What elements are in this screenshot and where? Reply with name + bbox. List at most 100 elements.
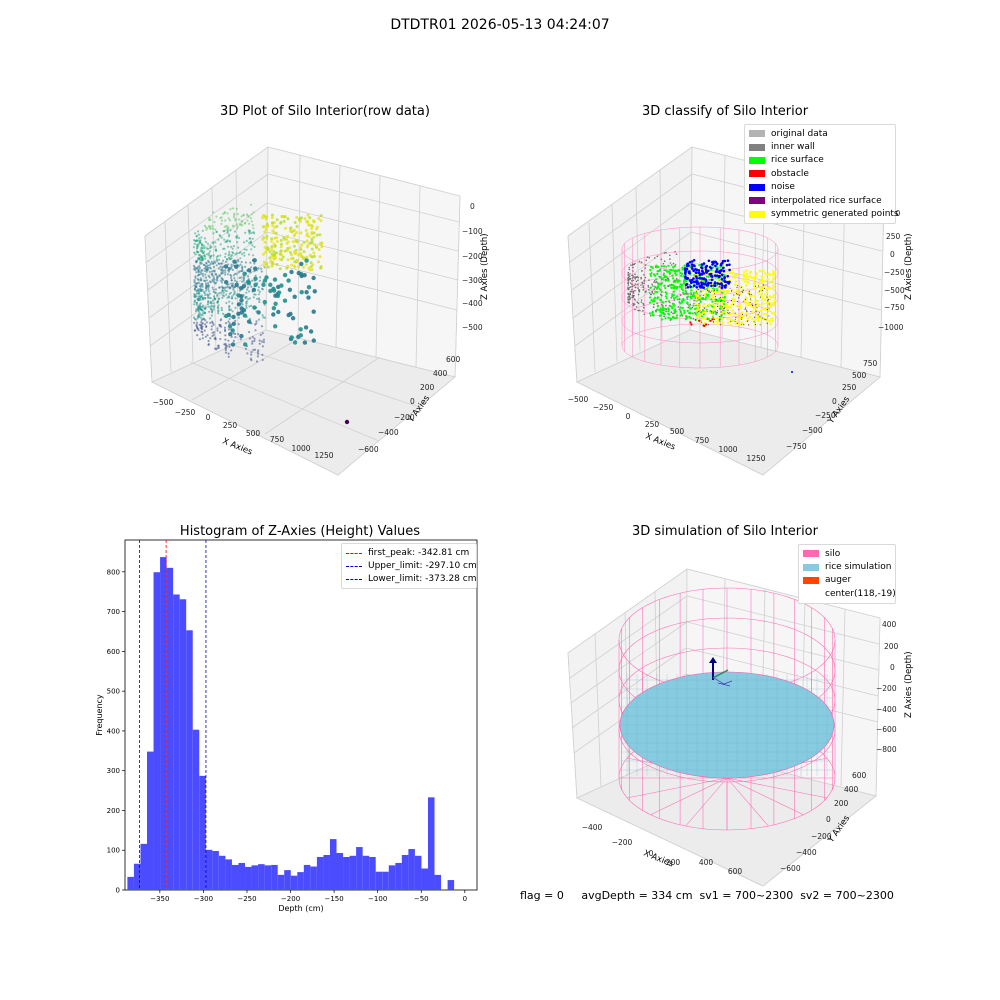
symmetric-point	[695, 309, 698, 313]
scatter-point	[264, 262, 268, 266]
scatter-point	[215, 264, 218, 267]
rice-surface-point	[652, 273, 656, 276]
scatter-point	[231, 284, 234, 287]
inner-wall-point	[633, 284, 635, 287]
interpolated-point	[741, 318, 743, 320]
x-tick: 250	[645, 420, 660, 429]
scatter-point	[208, 292, 211, 295]
scatter-point	[210, 260, 213, 263]
interpolated-point	[698, 305, 700, 307]
scatter-point	[287, 287, 293, 292]
interpolated-point	[743, 324, 745, 326]
panel2-noise-outlier	[791, 371, 793, 373]
z-tick: 0	[890, 250, 895, 259]
scatter-point	[304, 228, 308, 232]
rice-surface-point	[682, 291, 685, 295]
scatter-point	[247, 253, 251, 256]
scatter-point	[226, 285, 229, 288]
inner-wall-point	[640, 261, 643, 264]
scatter-point	[241, 280, 244, 283]
symmetric-point	[728, 271, 732, 275]
scatter-point	[317, 260, 320, 264]
interpolated-point	[717, 305, 719, 307]
scatter-point	[201, 257, 204, 260]
inner-wall-point	[634, 277, 637, 279]
scatter-point	[194, 232, 197, 235]
interpolated-point	[742, 300, 744, 302]
rice-surface-point	[681, 289, 685, 292]
histogram-bar	[434, 874, 442, 890]
inner-wall-point	[641, 281, 643, 284]
scatter-point	[216, 293, 219, 296]
noise-point	[720, 262, 723, 266]
scatter-point	[215, 348, 218, 351]
scatter-point	[293, 233, 297, 236]
scatter-point	[271, 221, 274, 225]
scatter-point	[311, 263, 315, 267]
scatter-point	[241, 303, 244, 306]
z-tick: −100	[462, 227, 483, 236]
noise-point	[698, 284, 701, 288]
scatter-point	[214, 245, 217, 248]
histogram-x-label: Depth (cm)	[278, 904, 323, 913]
noise-point	[726, 281, 730, 285]
scatter-point	[192, 246, 195, 249]
scatter-point	[273, 236, 277, 240]
scatter-point	[284, 226, 287, 230]
rice-surface-point	[709, 309, 712, 313]
noise-point	[709, 281, 713, 285]
scatter-point	[315, 245, 318, 249]
symmetric-point	[722, 298, 726, 301]
scatter-point	[227, 355, 230, 358]
interpolated-point	[768, 315, 770, 317]
scatter-point	[197, 233, 200, 236]
interpolated-point	[746, 311, 748, 312]
interpolated-point	[753, 316, 755, 318]
scatter-point	[270, 247, 274, 251]
inner-wall-point	[665, 304, 667, 307]
noise-point	[700, 281, 703, 284]
histogram-bar	[369, 856, 376, 890]
scatter-point	[245, 239, 248, 242]
rice-surface-point	[706, 287, 709, 290]
rice-surface-point	[706, 294, 709, 297]
panel2-classified-points	[627, 250, 777, 327]
scatter-point	[236, 302, 242, 307]
rice-surface-point	[679, 283, 682, 286]
legend-swatch	[749, 197, 765, 205]
scatter-point	[195, 271, 198, 274]
rice-surface-point	[682, 297, 685, 301]
inner-wall-point	[632, 279, 635, 282]
symmetric-point	[773, 299, 776, 302]
scatter-point	[222, 312, 225, 315]
symmetric-point	[698, 297, 701, 300]
histogram-bar	[343, 856, 350, 890]
interpolated-point	[711, 311, 713, 313]
rice-surface-point	[689, 316, 692, 319]
inner-wall-point	[648, 279, 650, 281]
scatter-point	[299, 231, 303, 235]
interpolated-point	[736, 293, 738, 295]
symmetric-point	[753, 278, 756, 281]
scatter-point	[230, 245, 233, 248]
legend-label: Lower_limit: -373.28 cm	[368, 574, 477, 585]
symmetric-point	[752, 276, 756, 279]
symmetric-point	[730, 320, 733, 323]
scatter-point	[283, 249, 287, 253]
scatter-point	[221, 266, 224, 269]
noise-point	[710, 284, 713, 288]
symmetric-point	[756, 318, 759, 321]
legend-entry: auger	[803, 574, 891, 587]
rice-surface-point	[668, 271, 671, 274]
scatter-point	[227, 283, 230, 286]
symmetric-point	[768, 295, 771, 298]
scatter-point	[303, 325, 309, 330]
interpolated-point	[761, 290, 763, 291]
interpolated-point	[729, 311, 731, 313]
z-tick: 200	[884, 642, 899, 651]
scatter-point	[229, 229, 232, 232]
scatter-point	[200, 236, 203, 239]
scatter-point	[282, 219, 286, 223]
scatter-point	[253, 293, 256, 296]
scatter-point	[202, 290, 206, 293]
